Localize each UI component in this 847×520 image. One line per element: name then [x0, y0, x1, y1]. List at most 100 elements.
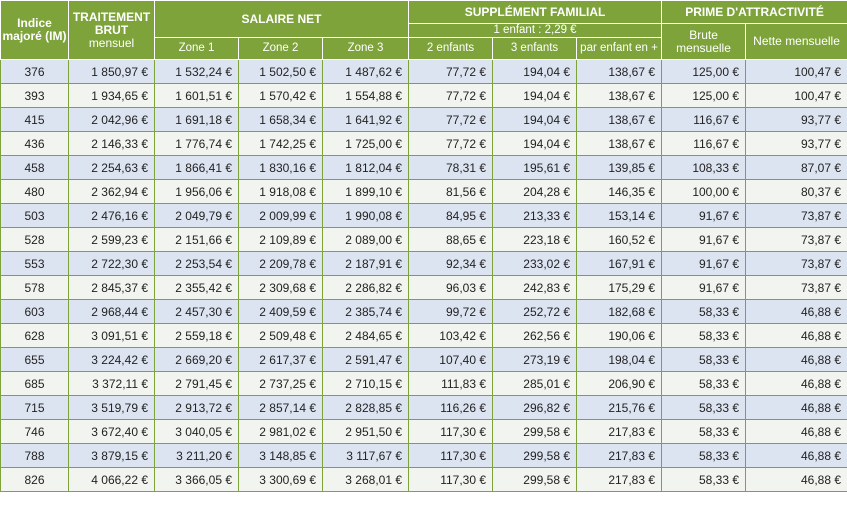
cell-supplement-3-enfants: 194,04 €: [492, 107, 578, 132]
cell-net-zone-2: 2 409,59 €: [238, 299, 323, 324]
cell-supplement-3-enfants: 299,58 €: [492, 419, 578, 444]
cell-net-zone-3: 2 710,15 €: [321, 371, 410, 396]
header-deux-enfants: 2 enfants: [408, 37, 494, 60]
cell-supplement-3-enfants: 194,04 €: [492, 131, 578, 156]
table-row: 715 3 519,79 €2 913,72 €2 857,14 €2 828,8…: [0, 395, 847, 420]
cell-traitement-brut: 2 599,23 €: [68, 227, 155, 252]
table-row: 503 2 476,16 €2 049,79 €2 009,99 €1 990,0…: [0, 203, 847, 228]
cell-net-zone-1: 1 532,24 €: [154, 59, 239, 84]
cell-net-zone-3: 2 828,85 €: [321, 395, 410, 420]
table-row: 578 2 845,37 €2 355,42 €2 309,68 €2 286,8…: [0, 275, 847, 300]
cell-supplement-par-enfant: 182,68 €: [576, 299, 663, 324]
cell-net-zone-2: 1 502,50 €: [238, 59, 323, 84]
cell-supplement-2-enfants: 117,30 €: [408, 467, 494, 492]
table-row: 655 3 224,42 €2 669,20 €2 617,37 €2 591,4…: [0, 347, 847, 372]
cell-indice-majore: 458: [0, 155, 69, 180]
cell-net-zone-2: 2 981,02 €: [238, 419, 323, 444]
cell-prime-brute: 125,00 €: [661, 83, 747, 108]
cell-prime-nette: 73,87 €: [745, 251, 847, 276]
header-un-enfant: 1 enfant : 2,29 €: [408, 23, 663, 38]
cell-prime-nette: 46,88 €: [745, 299, 847, 324]
cell-traitement-brut: 3 224,42 €: [68, 347, 155, 372]
header-traitement-brut: TRAITEMENT BRUT mensuel: [68, 0, 155, 60]
table-row: 685 3 372,11 €2 791,45 €2 737,25 €2 710,1…: [0, 371, 847, 396]
cell-net-zone-1: 2 355,42 €: [154, 275, 239, 300]
cell-net-zone-3: 1 990,08 €: [321, 203, 410, 228]
cell-indice-majore: 655: [0, 347, 69, 372]
table-row: 415 2 042,96 €1 691,18 €1 658,34 €1 641,9…: [0, 107, 847, 132]
table-row: 603 2 968,44 €2 457,30 €2 409,59 €2 385,7…: [0, 299, 847, 324]
cell-net-zone-2: 2 309,68 €: [238, 275, 323, 300]
cell-supplement-2-enfants: 81,56 €: [408, 179, 494, 204]
cell-supplement-3-enfants: 285,01 €: [492, 371, 578, 396]
cell-indice-majore: 826: [0, 467, 69, 492]
cell-traitement-brut: 4 066,22 €: [68, 467, 155, 492]
cell-supplement-3-enfants: 296,82 €: [492, 395, 578, 420]
cell-traitement-brut: 2 254,63 €: [68, 155, 155, 180]
cell-net-zone-3: 1 725,00 €: [321, 131, 410, 156]
table-row: 393 1 934,65 €1 601,51 €1 570,42 €1 554,8…: [0, 83, 847, 108]
header-zone-2: Zone 2: [238, 37, 323, 60]
cell-prime-nette: 46,88 €: [745, 347, 847, 372]
cell-indice-majore: 436: [0, 131, 69, 156]
cell-traitement-brut: 2 362,94 €: [68, 179, 155, 204]
cell-prime-brute: 58,33 €: [661, 371, 747, 396]
cell-prime-brute: 116,67 €: [661, 107, 747, 132]
cell-net-zone-1: 3 211,20 €: [154, 443, 239, 468]
cell-supplement-par-enfant: 138,67 €: [576, 83, 663, 108]
cell-supplement-3-enfants: 223,18 €: [492, 227, 578, 252]
cell-supplement-par-enfant: 167,91 €: [576, 251, 663, 276]
cell-prime-nette: 46,88 €: [745, 323, 847, 348]
cell-prime-brute: 91,67 €: [661, 227, 747, 252]
cell-supplement-par-enfant: 217,83 €: [576, 443, 663, 468]
table-row: 746 3 672,40 €3 040,05 €2 981,02 €2 951,5…: [0, 419, 847, 444]
cell-supplement-2-enfants: 78,31 €: [408, 155, 494, 180]
header-zone-1: Zone 1: [154, 37, 239, 60]
cell-net-zone-1: 1 956,06 €: [154, 179, 239, 204]
cell-net-zone-2: 2 009,99 €: [238, 203, 323, 228]
cell-indice-majore: 628: [0, 323, 69, 348]
cell-net-zone-3: 1 899,10 €: [321, 179, 410, 204]
cell-supplement-2-enfants: 88,65 €: [408, 227, 494, 252]
cell-net-zone-2: 3 148,85 €: [238, 443, 323, 468]
header-par-enfant: par enfant en +: [576, 37, 663, 60]
table-row: 628 3 091,51 €2 559,18 €2 509,48 €2 484,6…: [0, 323, 847, 348]
cell-supplement-2-enfants: 111,83 €: [408, 371, 494, 396]
cell-prime-nette: 46,88 €: [745, 395, 847, 420]
cell-net-zone-1: 1 866,41 €: [154, 155, 239, 180]
cell-net-zone-2: 2 209,78 €: [238, 251, 323, 276]
table-row: 788 3 879,15 €3 211,20 €3 148,85 €3 117,6…: [0, 443, 847, 468]
cell-prime-brute: 91,67 €: [661, 275, 747, 300]
cell-net-zone-1: 2 669,20 €: [154, 347, 239, 372]
cell-prime-brute: 58,33 €: [661, 347, 747, 372]
cell-net-zone-1: 3 040,05 €: [154, 419, 239, 444]
cell-traitement-brut: 2 845,37 €: [68, 275, 155, 300]
cell-supplement-3-enfants: 262,56 €: [492, 323, 578, 348]
cell-supplement-par-enfant: 175,29 €: [576, 275, 663, 300]
salary-grid-table: Indice majoré (IM) TRAITEMENT BRUT mensu…: [0, 0, 847, 492]
cell-traitement-brut: 3 519,79 €: [68, 395, 155, 420]
cell-supplement-3-enfants: 273,19 €: [492, 347, 578, 372]
cell-supplement-3-enfants: 204,28 €: [492, 179, 578, 204]
table-body: 376 1 850,97 €1 532,24 €1 502,50 €1 487,6…: [0, 59, 847, 492]
cell-supplement-par-enfant: 190,06 €: [576, 323, 663, 348]
cell-net-zone-2: 1 658,34 €: [238, 107, 323, 132]
cell-supplement-2-enfants: 84,95 €: [408, 203, 494, 228]
cell-supplement-3-enfants: 242,83 €: [492, 275, 578, 300]
cell-net-zone-3: 2 591,47 €: [321, 347, 410, 372]
cell-prime-nette: 100,47 €: [745, 83, 847, 108]
cell-supplement-2-enfants: 92,34 €: [408, 251, 494, 276]
cell-supplement-3-enfants: 194,04 €: [492, 83, 578, 108]
cell-supplement-par-enfant: 215,76 €: [576, 395, 663, 420]
cell-supplement-2-enfants: 77,72 €: [408, 107, 494, 132]
header-prime-nette: Nette mensuelle: [745, 23, 847, 60]
cell-net-zone-1: 3 366,05 €: [154, 467, 239, 492]
cell-traitement-brut: 1 934,65 €: [68, 83, 155, 108]
cell-net-zone-2: 2 109,89 €: [238, 227, 323, 252]
cell-net-zone-1: 1 691,18 €: [154, 107, 239, 132]
cell-supplement-3-enfants: 233,02 €: [492, 251, 578, 276]
cell-prime-nette: 46,88 €: [745, 419, 847, 444]
cell-net-zone-1: 2 791,45 €: [154, 371, 239, 396]
header-traitement-sub: mensuel: [88, 35, 135, 50]
cell-prime-brute: 58,33 €: [661, 299, 747, 324]
